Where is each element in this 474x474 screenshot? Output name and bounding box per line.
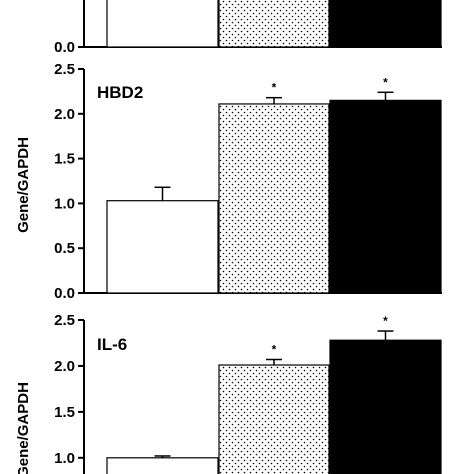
panel-top: 0.00.5 — [54, 0, 442, 56]
bar — [329, 339, 442, 474]
significance-marker: * — [272, 81, 277, 95]
panel-il6: IL-6 Gene/GAPDH 1.0 1.5 2.0 2.5 * * — [15, 312, 442, 474]
bar — [329, 99, 442, 294]
y-axis-label: Gene/GAPDH — [15, 382, 32, 474]
y-tick-label: 1.0 — [54, 195, 75, 212]
bar — [218, 364, 330, 474]
y-tick-label: 1.0 — [54, 450, 75, 467]
y-tick-label: 2.0 — [54, 358, 75, 375]
y-tick-label: 2.5 — [54, 312, 75, 329]
bar — [218, 0, 330, 48]
y-tick-label: 1.5 — [54, 151, 75, 168]
panel-hbd2: HBD2 Gene/GAPDH 0.0 0.5 1.0 1.5 2.0 2.5 * * — [15, 61, 442, 302]
bar — [218, 103, 330, 294]
panel-title: IL-6 — [97, 335, 127, 354]
y-axis-label: Gene/GAPDH — [15, 137, 32, 233]
y-tick-label: 2.5 — [54, 61, 75, 78]
panel-title: HBD2 — [97, 83, 143, 102]
significance-marker: * — [383, 75, 388, 89]
y-tick-label: 0.0 — [54, 285, 75, 302]
bar — [106, 200, 219, 294]
y-tick-label: 0.5 — [54, 240, 75, 257]
significance-marker: * — [272, 343, 277, 357]
bar — [106, 0, 219, 48]
y-tick-label: 2.0 — [54, 106, 75, 123]
y-tick-label: 0.0 — [54, 39, 75, 56]
bar — [329, 0, 442, 48]
significance-marker: * — [383, 314, 388, 328]
y-tick-label: 1.5 — [54, 404, 75, 421]
bar — [106, 457, 219, 474]
